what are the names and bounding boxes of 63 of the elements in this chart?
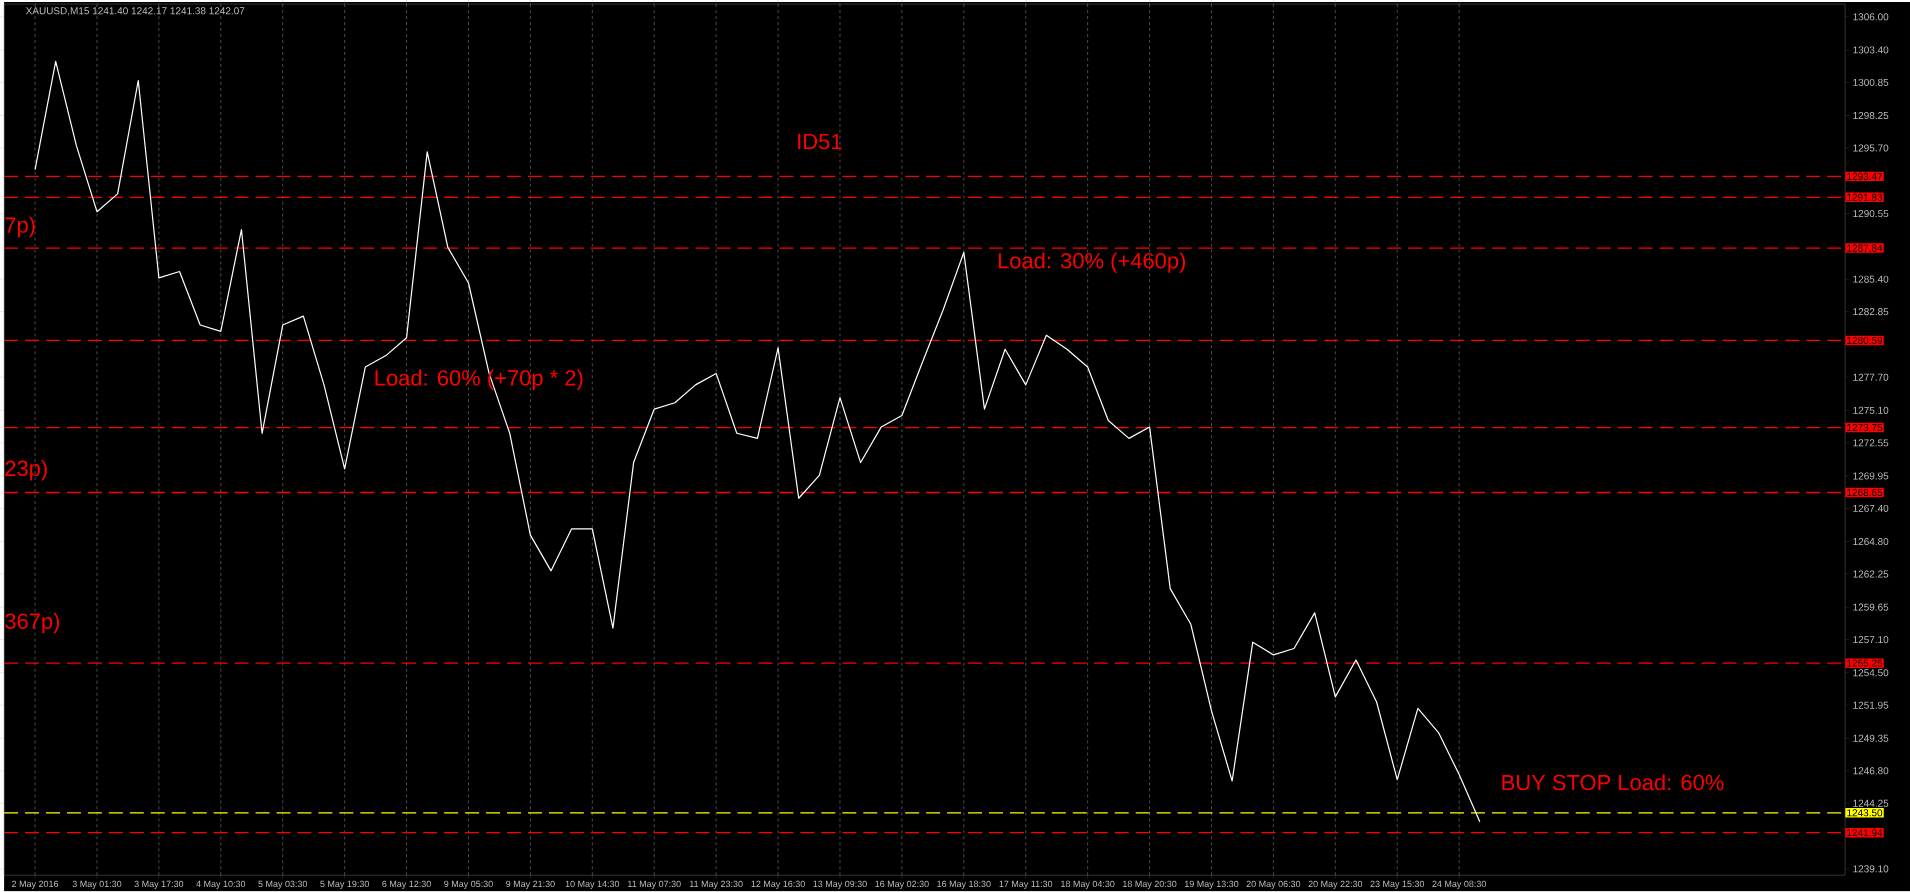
chart-title: XAUUSD,M15 1241.40 1242.17 1241.38 1242.07 <box>25 7 245 16</box>
y-tick-label: 1275.10 <box>1853 406 1889 414</box>
annotation: Load: 30% (+460p) <box>998 252 1186 273</box>
y-tick-label: 1269.95 <box>1853 472 1889 480</box>
y-tick-label: 1249.35 <box>1853 734 1889 742</box>
x-tick-label: 16 May 02:30 <box>875 880 929 889</box>
y-tick-label: 1246.80 <box>1853 767 1889 775</box>
ref-line-label: 1255.25 <box>1847 659 1883 667</box>
y-tick-label: 1303.40 <box>1853 46 1889 54</box>
ref-line-label: 1280.59 <box>1847 336 1883 344</box>
x-tick-label: 3 May 01:30 <box>72 880 122 889</box>
ref-line-label: 1293.47 <box>1847 172 1883 180</box>
annotation: 7p) <box>5 216 35 238</box>
x-tick-label: 16 May 18:30 <box>937 880 991 889</box>
x-tick-label: 19 May 13:30 <box>1184 880 1239 889</box>
x-tick-label: 10 May 14:30 <box>565 880 620 889</box>
y-tick-label: 1300.85 <box>1853 78 1889 86</box>
ref-line-label: 1287.84 <box>1847 244 1883 252</box>
ref-line-label: 1273.75 <box>1847 423 1883 431</box>
annotation: ID51 <box>798 133 842 150</box>
x-tick-label: 13 May 09:30 <box>813 880 867 889</box>
x-tick-label: 6 May 12:30 <box>382 880 431 889</box>
x-tick-label: 5 May 03:30 <box>258 880 308 889</box>
y-tick-label: 1244.25 <box>1853 799 1889 807</box>
x-tick-label: 4 May 10:30 <box>196 880 246 889</box>
ref-line-label: 1268.65 <box>1847 488 1883 496</box>
x-tick-label: 17 May 11:30 <box>999 880 1053 889</box>
y-tick-label: 1262.25 <box>1853 570 1889 578</box>
y-tick-label: 1285.40 <box>1853 275 1889 283</box>
x-tick-label: 20 May 22:30 <box>1308 880 1363 889</box>
ref-line-label: 1291.83 <box>1847 193 1883 201</box>
y-tick-label: 1277.70 <box>1853 373 1889 381</box>
y-tick-label: 1239.10 <box>1853 865 1889 873</box>
annotation: 23p) <box>5 459 47 481</box>
x-tick-label: 2 May 2016 <box>12 880 59 889</box>
x-tick-label: 3 May 17:30 <box>134 880 184 889</box>
y-tick-label: 1251.95 <box>1853 701 1889 709</box>
y-tick-label: 1306.00 <box>1853 13 1889 21</box>
x-tick-label: 23 May 15:30 <box>1370 880 1425 889</box>
x-tick-label: 20 May 06:30 <box>1246 880 1301 889</box>
y-tick-label: 1264.80 <box>1853 537 1889 545</box>
x-tick-label: 9 May 21:30 <box>506 880 555 889</box>
x-tick-label: 11 May 23:30 <box>689 880 743 889</box>
y-tick-label: 1272.55 <box>1853 439 1889 447</box>
y-tick-label: 1295.70 <box>1853 144 1889 152</box>
x-tick-label: 18 May 20:30 <box>1123 880 1177 889</box>
y-tick-label: 1267.40 <box>1853 504 1889 512</box>
annotation: 367p) <box>5 612 60 634</box>
x-tick-label: 24 May 08:30 <box>1432 880 1487 889</box>
y-tick-label: 1254.50 <box>1853 669 1889 677</box>
y-tick-label: 1259.65 <box>1853 603 1889 611</box>
x-tick-label: 18 May 04:30 <box>1061 880 1115 889</box>
ref-line-label: 1241.94 <box>1847 829 1883 837</box>
x-tick-label: 11 May 07:30 <box>628 880 681 889</box>
y-tick-label: 1290.55 <box>1853 209 1889 218</box>
y-tick-label: 1298.25 <box>1853 111 1889 119</box>
annotation: BUY STOP Load: 60% <box>1502 774 1724 791</box>
x-tick-label: 9 May 05:30 <box>444 880 493 889</box>
x-tick-label: 12 May 16:30 <box>751 880 805 889</box>
ref-line-label: 1243.50 <box>1847 809 1883 817</box>
y-tick-label: 1282.85 <box>1853 308 1889 316</box>
x-tick-label: 5 May 19:30 <box>320 880 369 889</box>
y-tick-label: 1257.10 <box>1853 635 1889 644</box>
